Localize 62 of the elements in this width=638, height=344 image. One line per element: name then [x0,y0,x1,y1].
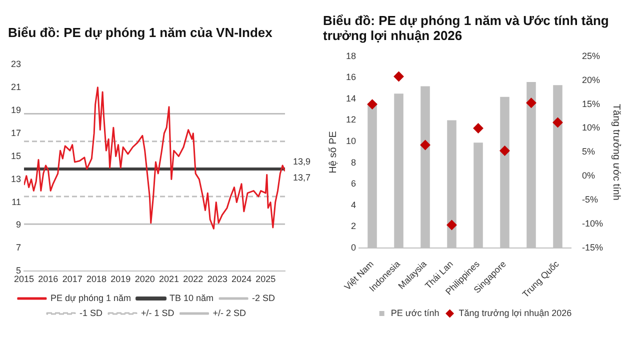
x-tick-label: 2018 [86,274,107,284]
legend-label: -1 SD [79,308,103,318]
y-tick-label: 23 [10,58,22,69]
legend-label: +/- 1 SD [140,308,175,318]
x-tick-label: 2020 [134,274,155,284]
y2-tick-label: 5% [582,146,596,157]
y-tick-label: 11 [12,196,22,207]
y2-tick-label: 0% [582,170,596,181]
y2-tick-label: 10% [582,122,600,133]
y-tick-label: 12 [346,114,356,125]
point [552,118,563,128]
y-tick-label: 13 [10,174,22,184]
y2-tick-label: 25% [582,50,600,61]
y-tick-label: 7 [16,242,22,253]
point [500,146,510,156]
y2-tick-label: -5% [582,194,598,205]
point [526,98,536,108]
x-tick-label: 2019 [110,274,131,284]
y2-tick-label: -15% [582,242,604,252]
y-tick-label: 9 [16,220,22,230]
y2-axis-title: Tăng trưởng ước tính [610,104,622,200]
chart-title: Biểu đồ: PE dự phóng 1 năm của VN-Index [8,24,274,42]
y-tick-label: 2 [350,221,356,232]
y-tick-label: 8 [350,157,356,168]
x-tick-label: 2021 [158,274,180,284]
legend-label: PE dự phóng 1 năm [50,292,132,303]
legend-label: +/- 2 SD [212,308,247,318]
point [367,99,378,110]
annotation: 13,9 [293,156,311,166]
y2-tick-label: 15% [582,98,600,109]
x-tick-label: 2022 [183,274,204,284]
y-tick-label: 14 [346,93,356,104]
annotation: 13,7 [293,172,311,183]
y-tick-label: 5 [16,266,22,276]
y-tick-label: 21 [10,82,22,92]
chart-title: Biểu đồ: PE dự phóng 1 năm và Ước tính tăng trưởng lợi nhuận 2026 [323,12,610,45]
legend-label: Tăng trưởng lợi nhuận 2026 [458,308,572,318]
y2-tick-label: -10% [582,218,604,229]
legend-label: TB 10 năm [170,292,214,303]
y-tick-label: 17 [10,128,22,138]
x-tick-label: 2015 [14,274,34,284]
legend-label: -2 SD [252,292,276,303]
x-tick-label: 2024 [231,274,252,284]
legend-label: PE ước tính [390,308,440,318]
x-tick-label: 2017 [62,274,82,284]
x-tick-label: 2023 [207,274,228,284]
y-tick-label: 16 [346,72,356,82]
x-tick-label: 2016 [38,274,58,284]
point [446,220,457,230]
y-tick-label: 19 [10,104,22,115]
y-tick-label: 6 [350,178,356,189]
point [473,123,484,134]
y-axis-title: Hệ số PE [328,130,339,174]
y-tick-label: 15 [10,150,22,161]
y-tick-label: 0 [350,242,356,252]
x-tick-label: 2025 [256,274,276,284]
y2-tick-label: 20% [582,74,600,85]
point [420,140,430,150]
y-tick-label: 18 [346,50,356,61]
y-tick-label: 4 [350,200,356,210]
point [394,72,404,82]
y-tick-label: 10 [346,136,356,146]
